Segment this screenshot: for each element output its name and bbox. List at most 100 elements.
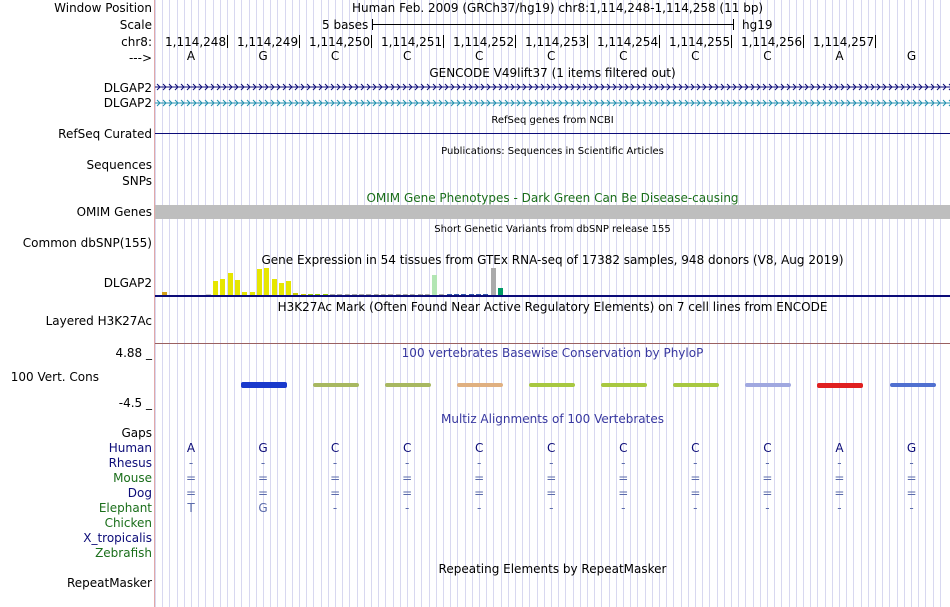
gtex-tissue-bar[interactable] [497, 288, 503, 295]
conservation-score-mark[interactable] [745, 383, 792, 387]
gtex-tissue-bar[interactable] [293, 293, 299, 295]
gtex-tissue-bar[interactable] [366, 294, 372, 295]
strand-chevron [342, 99, 347, 107]
alignment-cell: - [477, 456, 482, 470]
gtex-tissue-bar[interactable] [424, 294, 430, 295]
browser-track-area[interactable]: Human Feb. 2009 (GRCh37/hg19) chr8:1,114… [155, 0, 950, 607]
gtex-tissue-bar[interactable] [454, 294, 459, 295]
gtex-tissue-bar[interactable] [286, 281, 292, 295]
refseq-transcript[interactable] [155, 133, 950, 134]
strand-chevron [396, 99, 401, 107]
track-label-omim[interactable]: OMIM Genes [76, 205, 152, 219]
gtex-tissue-bar[interactable] [351, 294, 357, 295]
species-label[interactable]: Zebrafish [95, 546, 152, 560]
strand-chevron [366, 99, 371, 107]
gtex-tissue-bar[interactable] [432, 275, 438, 295]
conservation-score-mark[interactable] [601, 383, 648, 387]
gtex-tissue-bar[interactable] [220, 279, 226, 295]
species-label[interactable]: Elephant [98, 501, 152, 515]
gtex-tissue-bar[interactable] [213, 281, 219, 295]
gtex-tissue-bar[interactable] [315, 294, 321, 295]
strand-chevron [444, 83, 449, 91]
conservation-score-mark[interactable] [817, 382, 864, 388]
gtex-tissue-bar[interactable] [359, 294, 365, 295]
gtex-tissue-bar[interactable] [381, 294, 386, 295]
strand-chevron [900, 99, 905, 107]
gtex-tissue-bar[interactable] [308, 294, 313, 295]
species-label[interactable]: Dog [127, 486, 152, 500]
gridline [227, 0, 228, 607]
gtex-tissue-bar[interactable] [490, 268, 496, 295]
gtex-tissue-bar[interactable] [264, 268, 270, 295]
omim-gene-bar[interactable] [155, 205, 950, 219]
gtex-tissue-bar[interactable] [402, 294, 408, 295]
gtex-tissue-bar[interactable] [344, 294, 350, 295]
strand-chevron [462, 83, 467, 91]
gridline [688, 0, 689, 607]
track-label-dbsnp[interactable]: Common dbSNP(155) [22, 236, 152, 250]
gtex-tissue-bar[interactable] [205, 294, 211, 295]
gtex-tissue-bar[interactable] [439, 294, 445, 295]
gtex-tissue-bar[interactable] [162, 292, 167, 295]
refseq-title: RefSeq genes from NCBI [491, 115, 614, 126]
scale-label: Scale [119, 18, 152, 32]
gtex-tissue-bar[interactable] [322, 294, 328, 295]
strand-chevron [894, 83, 899, 91]
gtex-tissue-bar[interactable] [256, 269, 262, 295]
gtex-tissue-bar[interactable] [300, 294, 306, 295]
gtex-tissue-bar[interactable] [388, 294, 394, 295]
gtex-tissue-bar[interactable] [461, 294, 467, 295]
track-label-conservation[interactable]: 100 Vert. Cons [10, 370, 99, 384]
conservation-score-mark[interactable] [385, 383, 432, 387]
alignment-cell: - [909, 501, 914, 515]
gtex-tissue-bar[interactable] [395, 294, 401, 295]
ruler-tick [299, 35, 300, 48]
conservation-score-mark[interactable] [313, 383, 360, 387]
gtex-tissue-bar[interactable] [483, 294, 489, 295]
gtex-tissue-bar[interactable] [373, 294, 379, 295]
species-label[interactable]: Human [108, 441, 152, 455]
strand-chevron [450, 83, 455, 91]
gtex-tissue-bar[interactable] [249, 292, 255, 295]
gtex-tissue-bar[interactable] [227, 273, 233, 295]
ruler-coordinate: 1,114,254 [597, 35, 659, 49]
gridline [184, 0, 185, 607]
gtex-tissue-bar[interactable] [337, 294, 343, 295]
track-label-sequences[interactable]: Sequences [86, 158, 152, 172]
gtex-tissue-bar[interactable] [278, 283, 284, 295]
track-label-h3k27ac[interactable]: Layered H3K27Ac [45, 314, 152, 328]
gtex-tissue-bar[interactable] [417, 294, 423, 295]
track-label-refseq[interactable]: RefSeq Curated [58, 127, 152, 141]
species-label[interactable]: Mouse [113, 471, 152, 485]
gtex-tissue-bar[interactable] [242, 292, 248, 295]
conservation-score-mark[interactable] [457, 383, 504, 387]
species-label[interactable]: Rhesus [108, 456, 152, 470]
gtex-tissue-bar[interactable] [446, 294, 452, 295]
gtex-tissue-bar[interactable] [329, 294, 335, 295]
gtex-tissue-bar[interactable] [475, 294, 481, 295]
conservation-score-mark[interactable] [889, 383, 936, 387]
gridline [328, 0, 329, 607]
gridline [904, 0, 905, 607]
gtex-tissue-bar[interactable] [410, 294, 416, 295]
conservation-score-mark[interactable] [673, 383, 720, 387]
gencode-transcripts[interactable] [155, 81, 950, 111]
gtex-bar-chart[interactable] [155, 267, 950, 295]
strand-chevron [696, 99, 701, 107]
gtex-tissue-bar[interactable] [468, 294, 474, 295]
strand-chevron [828, 99, 833, 107]
strand-chevron [390, 83, 395, 91]
gtex-tissue-bar[interactable] [271, 279, 277, 295]
conservation-score-mark[interactable] [529, 383, 576, 387]
track-label-snps[interactable]: SNPs [122, 174, 152, 188]
species-label[interactable]: Chicken [104, 516, 152, 530]
track-label-gtex[interactable]: DLGAP2 [103, 276, 152, 290]
track-label-gencode-2[interactable]: DLGAP2 [103, 96, 152, 110]
species-label[interactable]: X_tropicalis [83, 531, 152, 545]
strand-chevron [780, 99, 785, 107]
strand-chevron [378, 99, 383, 107]
conservation-score-mark[interactable] [241, 382, 288, 388]
track-label-gencode-1[interactable]: DLGAP2 [103, 81, 152, 95]
gtex-tissue-bar[interactable] [235, 280, 240, 295]
track-label-repeatmasker[interactable]: RepeatMasker [66, 576, 152, 590]
